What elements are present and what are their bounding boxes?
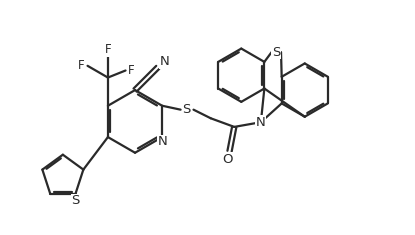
- Text: F: F: [78, 59, 85, 72]
- Text: F: F: [105, 43, 111, 56]
- Text: O: O: [222, 153, 233, 165]
- Text: F: F: [128, 64, 134, 77]
- Text: S: S: [272, 46, 281, 59]
- Text: N: N: [160, 55, 170, 68]
- Text: N: N: [256, 116, 266, 129]
- Text: S: S: [182, 103, 190, 116]
- Text: S: S: [71, 194, 80, 207]
- Text: N: N: [157, 135, 167, 148]
